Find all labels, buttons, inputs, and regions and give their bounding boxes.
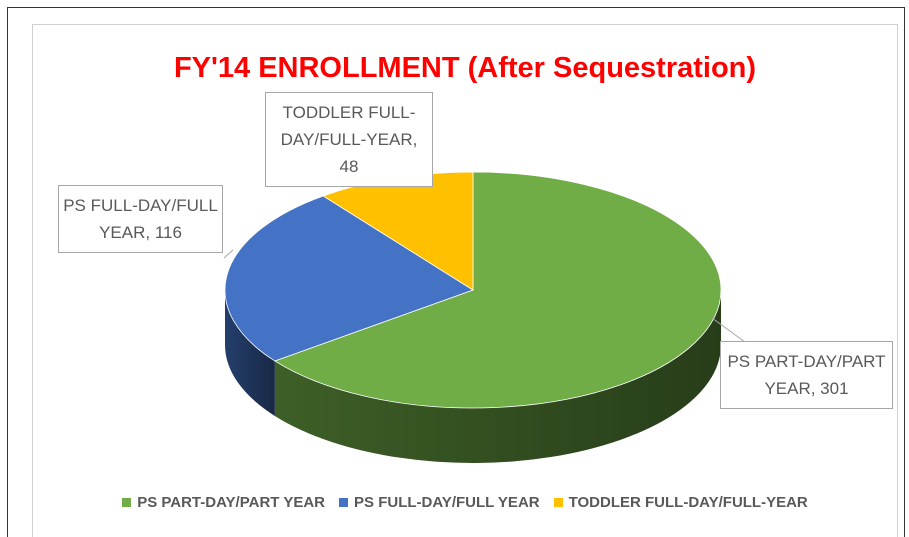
slice-side — [274, 290, 721, 463]
leader-line — [711, 317, 746, 343]
chart-area — [32, 24, 898, 537]
data-label: TODDLER FULL-DAY/FULL-YEAR, 48 — [265, 92, 433, 187]
data-label: PS FULL-DAY/FULL YEAR, 116 — [58, 185, 223, 253]
legend-item: PS FULL-DAY/FULL YEAR — [339, 494, 540, 511]
legend-label: TODDLER FULL-DAY/FULL-YEAR — [568, 494, 808, 511]
chart-title: FY'14 ENROLLMENT (After Sequestration) — [173, 52, 757, 84]
slice — [273, 171, 722, 409]
legend-swatch — [553, 498, 563, 507]
legend-item: PS PART-DAY/PART YEAR — [122, 494, 325, 511]
legend-swatch — [339, 498, 349, 507]
slice-side — [225, 290, 275, 416]
legend-item: TODDLER FULL-DAY/FULL-YEAR — [553, 494, 808, 511]
leader-line — [223, 249, 234, 259]
legend-swatch — [122, 498, 132, 507]
slice — [224, 195, 474, 362]
data-label: PS PART-DAY/PART YEAR, 301 — [720, 341, 893, 409]
outer-frame — [7, 7, 905, 537]
legend-label: PS FULL-DAY/FULL YEAR — [354, 494, 540, 511]
legend: PS PART-DAY/PART YEAR PS FULL-DAY/FULL YE… — [32, 494, 898, 511]
legend-label: PS PART-DAY/PART YEAR — [137, 494, 326, 511]
